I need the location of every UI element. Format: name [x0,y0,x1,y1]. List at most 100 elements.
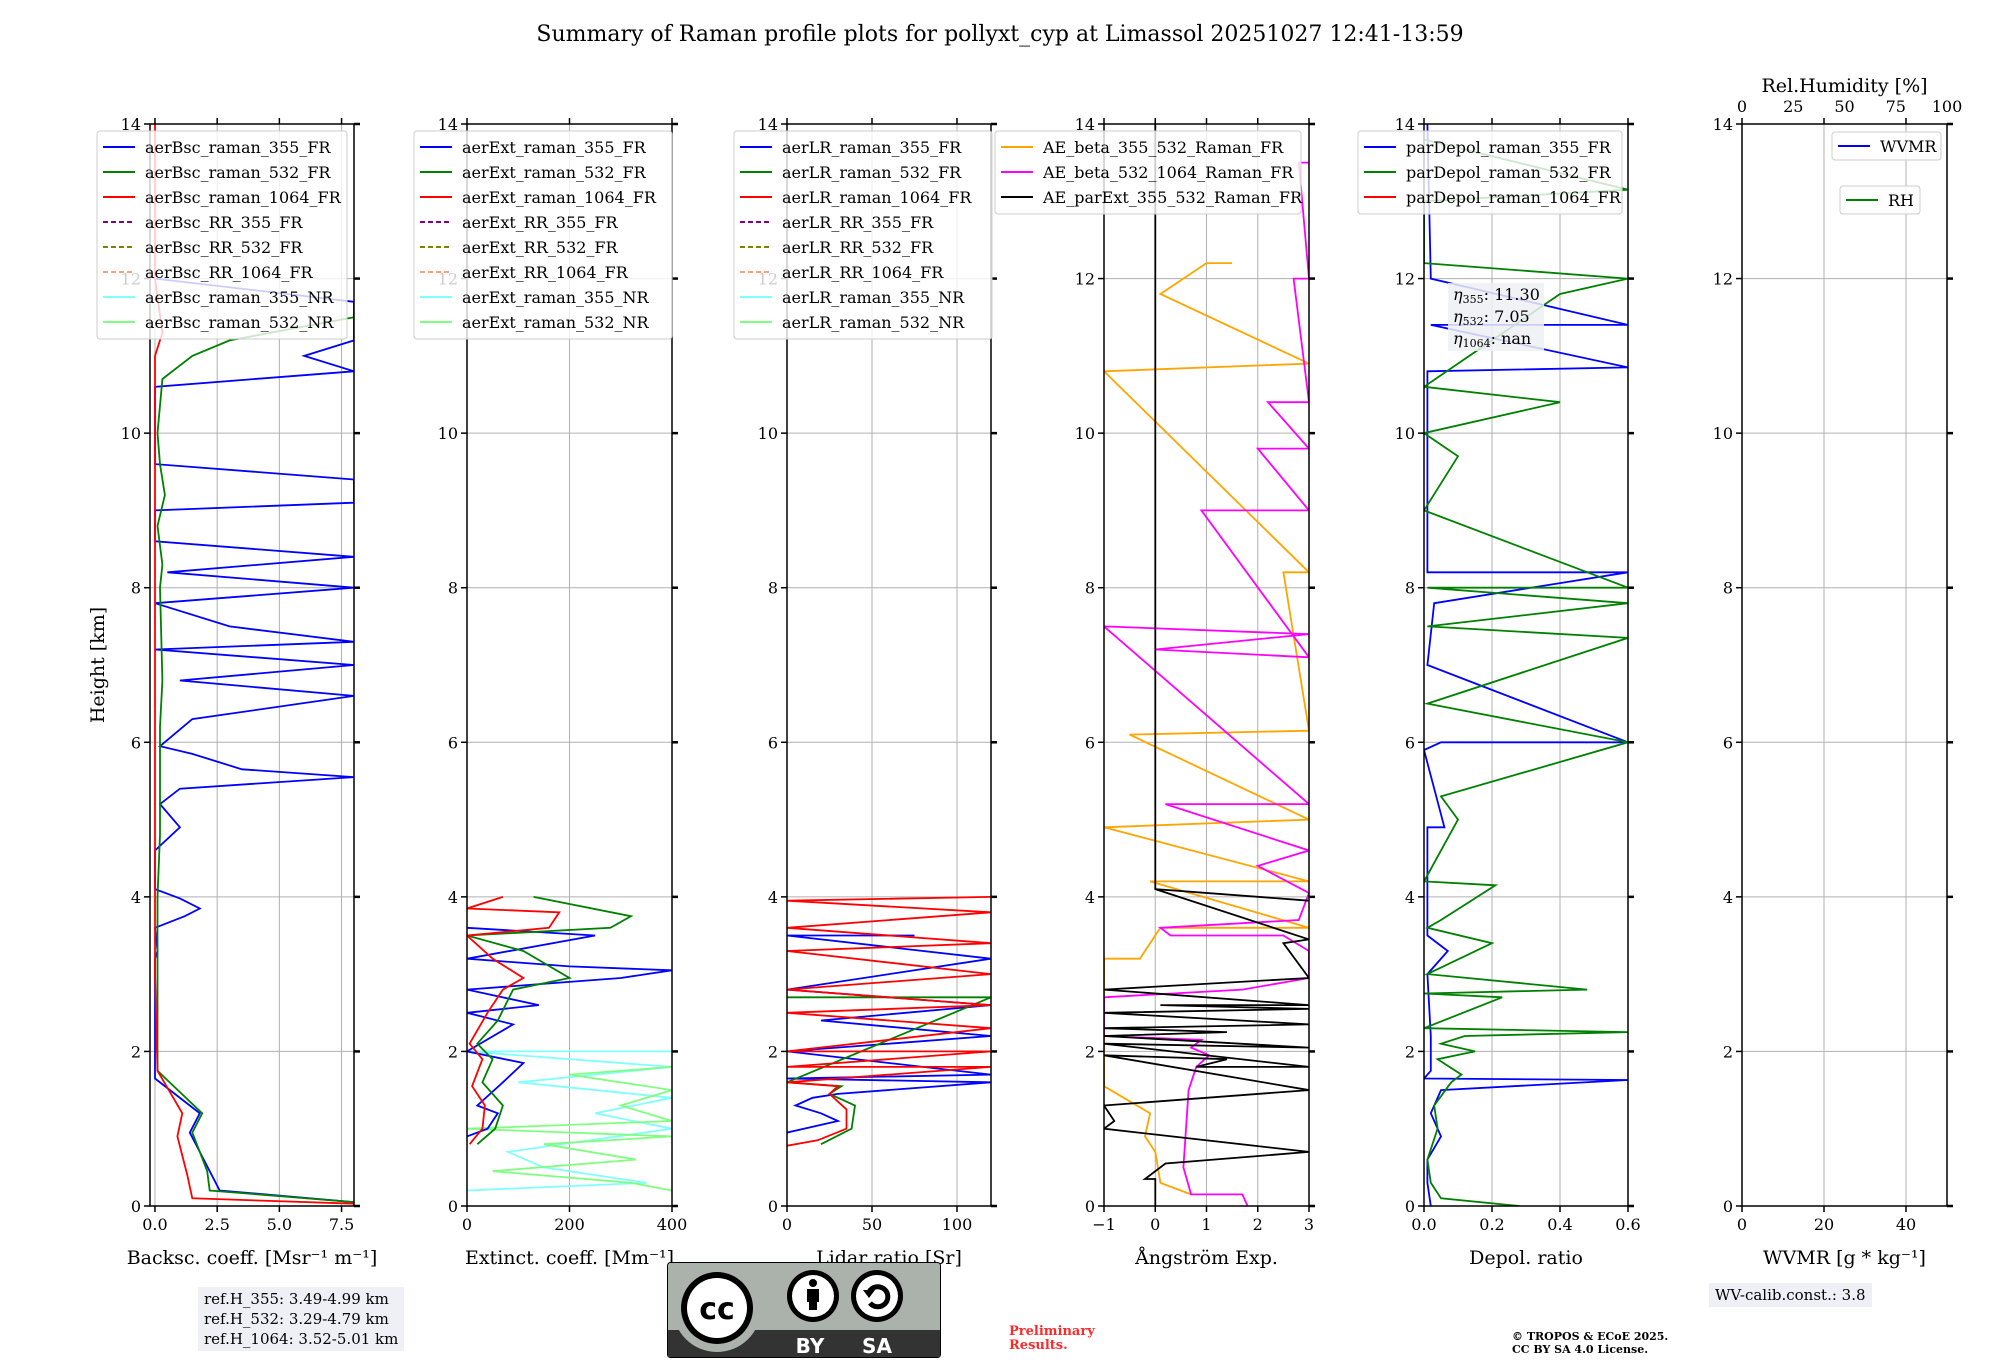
y-tick-label: 10 [758,424,778,443]
ref-height-355: ref.H_355: 3.49-4.99 km [204,1290,389,1308]
y-tick-label: 2 [448,1042,458,1061]
y-axis-label: Height [km] [87,607,109,723]
x-tick-label: 0 [462,1215,472,1234]
legend-label: aerBsc_raman_532_NR [145,313,334,332]
legend-label: AE_parExt_355_532_Raman_FR [1042,188,1303,207]
y-tick-label: 6 [131,733,141,752]
legend-label: aerLR_raman_532_NR [782,313,965,332]
legend-box [1839,185,1921,215]
plot-frame [1423,123,1629,1207]
copyright-note: © TROPOS & ECoE 2025. CC BY SA 4.0 Licen… [1512,1330,1668,1356]
x-tick-label: 0 [782,1215,792,1234]
x-tick-label: 2.5 [204,1215,229,1234]
legend-label: aerLR_RR_1064_FR [782,263,944,282]
legend-box [96,130,348,340]
y-tick-label: 2 [768,1042,778,1061]
legend-label: parDepol_raman_1064_FR [1406,188,1622,207]
x-tick-label: 50 [862,1215,882,1234]
series-line-aerExt_raman_532_FR [467,896,634,1145]
y-tick-label: 4 [131,888,141,907]
y-tick-label: 2 [131,1042,141,1061]
y-tick-label: 0 [131,1197,141,1216]
legend-label: aerExt_raman_355_NR [462,288,650,307]
legend-label: AE_beta_532_1064_Raman_FR [1042,163,1294,182]
y-tick-label: 6 [768,733,778,752]
x-tick-label: 0.6 [1615,1215,1640,1234]
cc-text: cc [699,1292,735,1327]
x-tick-label: 0 [1150,1215,1160,1234]
y-tick-label: 6 [1723,733,1733,752]
y-tick-label: 14 [1075,115,1095,134]
wv-calib-text: WV-calib.const.: 3.8 [1715,1286,1866,1304]
legend-label: aerBsc_raman_1064_FR [145,188,342,207]
y-tick-label: 14 [438,115,458,134]
y-tick-label: 4 [1723,888,1733,907]
plot-frame [786,123,992,1207]
chart-panel-lr: 05010002468101214Lidar ratio [Sr]aerLR_r… [733,115,997,1269]
x-tick-label: 2 [1253,1215,1263,1234]
ref-heights-box: ref.H_355: 3.49-4.99 km ref.H_532: 3.29-… [198,1287,405,1351]
y-tick-label: 10 [1395,424,1415,443]
y-tick-label: 12 [1395,270,1415,289]
x-tick-label: 1 [1201,1215,1211,1234]
chart-panel-bsc: 0.02.55.07.502468101214Backsc. coeff. [M… [87,115,377,1269]
series-line-aerLR_raman_1064_FR [787,896,991,1147]
legend-label: aerBsc_raman_355_NR [145,288,334,307]
series-line-AE_beta_355_532_Raman_FR [1104,262,1309,1196]
y-tick-label: 14 [1713,115,1733,134]
preliminary-line-1: Preliminary [1009,1324,1095,1339]
legend-label: RH [1888,191,1914,210]
legend-label: aerExt_RR_355_FR [462,213,619,232]
x-tick-label: 3 [1304,1215,1314,1234]
x-axis-label: WVMR [g * kg⁻¹] [1763,1247,1926,1269]
series-line-AE_parExt_355_532_Raman_FR [1104,124,1309,1206]
legend-box [994,130,1302,215]
series-line-aerExt_raman_1064_FR [467,896,561,1145]
eta-box-bg [1448,283,1544,351]
y-tick-label: 8 [1405,579,1415,598]
series-line-aerExt_raman_532_NR [467,1066,672,1192]
copyright-line: © TROPOS & ECoE 2025. [1512,1330,1669,1343]
legend-label: aerExt_RR_1064_FR [462,263,629,282]
legend-box [733,130,993,340]
y-tick-label: 12 [1713,270,1733,289]
x-tick-label: 0 [1737,1215,1747,1234]
y-tick-label: 8 [1085,579,1095,598]
x-tick-label: 400 [657,1215,688,1234]
eta-1064: η1064: nan [1453,329,1531,350]
x-axis-label: Extinct. coeff. [Mm⁻¹] [465,1247,674,1269]
y-tick-label: 10 [121,424,141,443]
y-tick-label: 8 [768,579,778,598]
top-x-tick-label: 75 [1886,97,1906,116]
series-line-AE_beta_532_1064_Raman_FR [1104,161,1309,1206]
series-line-aerExt_raman_355_NR [467,1050,672,1192]
y-tick-label: 0 [1085,1197,1095,1216]
top-x-tick-label: 50 [1834,97,1854,116]
legend-label: aerBsc_RR_355_FR [145,213,303,232]
legend-box [413,130,673,340]
legend-label: aerLR_raman_355_FR [782,138,962,157]
x-tick-label: 200 [554,1215,585,1234]
sa-label: SA [862,1334,892,1358]
legend-label: parDepol_raman_532_FR [1406,163,1612,182]
x-axis-label: Ångström Exp. [1134,1247,1278,1269]
y-tick-label: 6 [448,733,458,752]
y-tick-label: 10 [438,424,458,443]
figure-title: Summary of Raman profile plots for polly… [536,22,1464,47]
y-tick-label: 4 [1085,888,1095,907]
y-tick-label: 4 [1405,888,1415,907]
top-x-axis-label: Rel.Humidity [%] [1761,75,1927,97]
y-tick-label: 2 [1405,1042,1415,1061]
legend-label: parDepol_raman_355_FR [1406,138,1612,157]
legend-label: aerLR_raman_1064_FR [782,188,972,207]
x-tick-label: 0.0 [1411,1215,1436,1234]
legend-label: aerExt_raman_1064_FR [462,188,657,207]
legend-label: aerExt_raman_532_FR [462,163,647,182]
cc-by-sa-badge: cc BY SA [667,1262,941,1358]
legend-box [1357,130,1623,215]
y-tick-label: 14 [1395,115,1415,134]
x-tick-label: 100 [942,1215,973,1234]
y-tick-label: 4 [768,888,778,907]
